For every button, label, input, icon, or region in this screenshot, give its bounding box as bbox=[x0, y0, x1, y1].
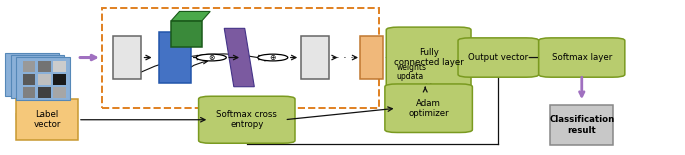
FancyBboxPatch shape bbox=[11, 55, 64, 98]
Text: Fully
connected layer: Fully connected layer bbox=[394, 48, 464, 67]
Bar bbox=[32, 72, 45, 83]
Bar bbox=[12, 84, 24, 94]
Bar bbox=[48, 72, 60, 83]
Bar bbox=[16, 99, 78, 140]
Polygon shape bbox=[171, 11, 210, 21]
Circle shape bbox=[258, 54, 288, 61]
Bar bbox=[48, 85, 60, 96]
Bar bbox=[42, 57, 55, 68]
FancyBboxPatch shape bbox=[458, 38, 538, 77]
Bar bbox=[360, 36, 383, 79]
Bar bbox=[32, 59, 45, 70]
FancyBboxPatch shape bbox=[385, 84, 473, 133]
Bar bbox=[301, 36, 329, 79]
Bar bbox=[550, 105, 613, 145]
Circle shape bbox=[196, 54, 226, 61]
Bar bbox=[12, 57, 24, 68]
Text: Input image: Input image bbox=[15, 113, 66, 122]
Bar bbox=[38, 74, 51, 85]
Bar bbox=[53, 74, 66, 85]
Bar bbox=[114, 36, 141, 79]
Bar bbox=[53, 87, 66, 98]
Bar bbox=[23, 74, 35, 85]
FancyBboxPatch shape bbox=[16, 57, 70, 100]
Text: Adam
optimizer: Adam optimizer bbox=[408, 99, 449, 118]
Bar bbox=[48, 59, 60, 70]
Bar bbox=[102, 8, 379, 108]
Bar bbox=[23, 87, 35, 98]
Text: · · ·: · · · bbox=[336, 53, 353, 63]
Bar bbox=[12, 70, 24, 81]
Bar bbox=[27, 70, 40, 81]
Bar bbox=[17, 85, 29, 96]
Bar bbox=[27, 57, 40, 68]
Bar bbox=[42, 84, 55, 94]
Polygon shape bbox=[224, 28, 254, 87]
Bar bbox=[38, 87, 51, 98]
FancyBboxPatch shape bbox=[538, 38, 625, 77]
Text: Output vector: Output vector bbox=[469, 53, 528, 62]
Text: Convolution layer: Convolution layer bbox=[203, 115, 279, 124]
Text: ⊕: ⊕ bbox=[270, 53, 276, 62]
Text: Softmax cross
entropy: Softmax cross entropy bbox=[216, 110, 277, 129]
FancyBboxPatch shape bbox=[386, 27, 471, 88]
Bar bbox=[32, 85, 45, 96]
FancyBboxPatch shape bbox=[199, 96, 295, 143]
Text: Label
vector: Label vector bbox=[34, 110, 61, 129]
Bar bbox=[27, 84, 40, 94]
Bar bbox=[17, 72, 29, 83]
Bar bbox=[23, 61, 35, 72]
FancyBboxPatch shape bbox=[5, 53, 59, 96]
Bar bbox=[17, 59, 29, 70]
Text: Classification
result: Classification result bbox=[549, 115, 614, 135]
Bar bbox=[42, 70, 55, 81]
Bar bbox=[53, 61, 66, 72]
Bar bbox=[38, 61, 51, 72]
Text: weights
updata: weights updata bbox=[397, 63, 427, 82]
Bar bbox=[160, 32, 190, 83]
Text: Softmax layer: Softmax layer bbox=[551, 53, 612, 62]
Text: ⊗: ⊗ bbox=[208, 53, 214, 62]
Bar bbox=[171, 21, 202, 47]
